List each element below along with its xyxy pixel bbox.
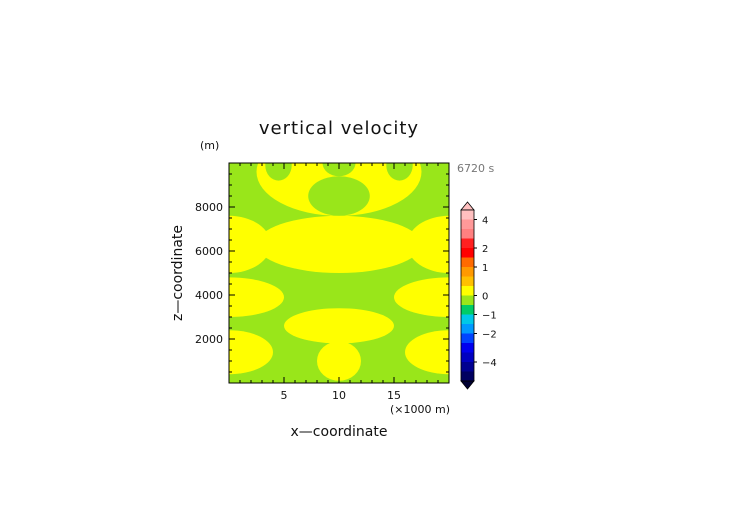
- updraft-region-6: [256, 215, 422, 273]
- y-tick-label: 4000: [195, 289, 223, 302]
- colorbar-band: [461, 314, 474, 324]
- colorbar-band: [461, 362, 474, 372]
- colorbar-band: [461, 352, 474, 362]
- updraft-region-0: [317, 341, 361, 381]
- x-tick-label: 10: [332, 389, 346, 402]
- x-unit-label: (×1000 m): [390, 403, 450, 416]
- colorbar-band: [461, 248, 474, 258]
- weak-region-3: [386, 163, 413, 181]
- colorbar-band: [461, 276, 474, 286]
- time-label: 6720 s: [457, 162, 494, 175]
- colorbar-band: [461, 219, 474, 229]
- colorbar-band: [461, 305, 474, 315]
- axes: 5 10 15 2000 4000 6000 8000: [195, 163, 449, 402]
- updraft-region-1: [229, 330, 273, 375]
- colorbar-band: [461, 371, 474, 381]
- colorbar-tick-label: 1: [482, 263, 488, 274]
- colorbar-band: [461, 238, 474, 248]
- y-axis-label: z—coordinate: [170, 225, 186, 321]
- colorbar-tick-label: −1: [482, 311, 497, 322]
- velocity-field: [229, 163, 449, 381]
- colorbar-band: [461, 286, 474, 296]
- y-tick-label: 8000: [195, 201, 223, 214]
- y-tick-label: 2000: [195, 333, 223, 346]
- colorbar-band: [461, 343, 474, 353]
- x-axis-label: x—coordinate: [291, 424, 388, 440]
- colorbar-band: [461, 267, 474, 277]
- updraft-region-5: [394, 277, 449, 317]
- updraft-region-4: [229, 277, 284, 317]
- y-unit-label: (m): [200, 139, 219, 152]
- weak-region-0: [308, 176, 370, 216]
- updraft-region-7: [229, 215, 271, 273]
- colorbar-bottom-cap: [460, 380, 475, 390]
- updraft-region-8: [407, 215, 449, 273]
- colorbar: 4 2 1 0 −1 −2 −4: [460, 201, 497, 390]
- colorbar-band: [461, 229, 474, 239]
- colorbar-tick-label: 2: [482, 244, 488, 255]
- colorbar-tick-label: 0: [482, 292, 488, 303]
- updraft-region-3: [284, 308, 394, 344]
- updraft-region-2: [405, 330, 449, 375]
- colorbar-band: [461, 295, 474, 305]
- colorbar-top-cap: [460, 201, 475, 211]
- colorbar-band: [461, 333, 474, 343]
- colorbar-tick-label: −2: [482, 330, 497, 341]
- colorbar-tick-label: −4: [482, 358, 497, 369]
- chart-title: vertical velocity: [259, 118, 419, 139]
- colorbar-band: [461, 257, 474, 267]
- x-tick-label: 15: [387, 389, 401, 402]
- x-tick-label: 5: [281, 389, 288, 402]
- weak-region-1: [265, 163, 292, 181]
- colorbar-band: [461, 324, 474, 334]
- weak-region-2: [322, 163, 356, 177]
- colorbar-tick-label: 4: [482, 216, 488, 227]
- y-tick-label: 6000: [195, 245, 223, 258]
- colorbar-band: [461, 210, 474, 220]
